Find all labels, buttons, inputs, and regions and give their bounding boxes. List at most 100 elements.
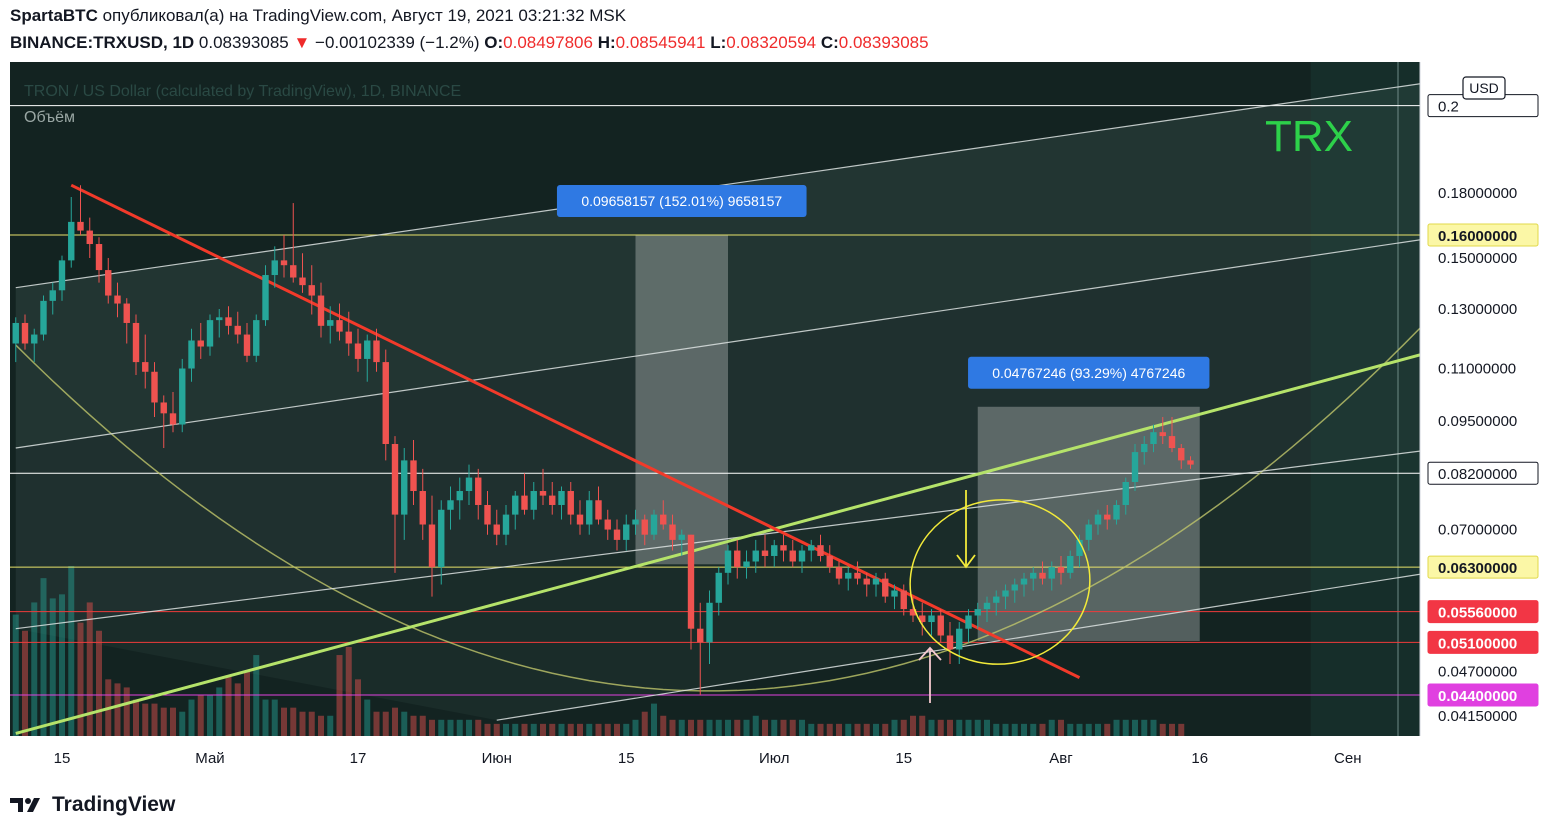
volume-bar	[947, 719, 953, 736]
price-chart[interactable]: 0.09658157 (152.01%) 9658157 0.04767246 (…	[10, 62, 1545, 778]
candle-body	[632, 519, 639, 525]
price-label-text: 0.06300000	[1438, 560, 1517, 577]
candle	[854, 561, 861, 585]
tradingview-logo[interactable]: TradingView	[10, 793, 175, 817]
volume-bar	[31, 602, 38, 736]
candle	[771, 539, 778, 568]
volume-bar	[68, 566, 75, 736]
volume-bar	[706, 719, 713, 736]
volume-bar	[1002, 723, 1009, 736]
volume-bar	[419, 715, 426, 736]
candle-body	[1085, 524, 1092, 540]
symbol-line: BINANCE:TRXUSD, 1D 0.08393085 ▼ −0.00102…	[10, 33, 929, 53]
candle-body	[206, 320, 214, 347]
candle-body	[521, 495, 528, 510]
volume-bar	[96, 630, 102, 736]
volume-bar	[817, 723, 824, 736]
price-axis[interactable]	[1420, 62, 1545, 778]
low-value: 0.08320594	[726, 33, 817, 52]
time-tick-label: Авг	[1049, 750, 1073, 767]
price-label: 0.05100000	[1427, 630, 1539, 654]
volume-bar	[22, 630, 28, 736]
currency-badge[interactable]: USD	[1462, 76, 1506, 100]
price-tick-label: 0.11000000	[1438, 361, 1516, 378]
price-tick-label: 0.15000000	[1438, 250, 1517, 267]
volume-bar	[530, 723, 537, 736]
volume-bar	[780, 719, 787, 736]
channel-line	[15, 434, 1545, 630]
candle	[946, 622, 954, 665]
candle-body	[502, 514, 510, 535]
volume-bar	[364, 699, 371, 736]
volume-bar	[179, 711, 186, 736]
candle	[419, 468, 426, 540]
candle	[197, 322, 204, 359]
candle-body	[243, 334, 251, 356]
candle-body	[576, 514, 584, 525]
candle	[234, 311, 241, 344]
price-tick-label: 0.13000000	[1438, 301, 1517, 318]
volume-bar	[281, 707, 287, 736]
candle-body	[447, 500, 454, 510]
candle	[345, 311, 352, 356]
candle-body	[327, 320, 334, 326]
candle	[789, 539, 796, 568]
time-tick-label: 16	[1191, 750, 1208, 767]
measure-label: 0.04767246 (93.29%) 4767246	[968, 356, 1210, 389]
volume-bar	[503, 723, 509, 736]
close-label: C:	[820, 33, 839, 52]
candle-body	[919, 615, 926, 623]
volume-bar	[290, 707, 297, 736]
candle	[179, 358, 186, 433]
candle	[1187, 456, 1194, 469]
candle-body	[280, 260, 288, 266]
candle-body	[169, 413, 177, 425]
volume-bar	[771, 719, 778, 736]
volume-bar	[604, 723, 611, 736]
currency-badge-label: USD	[1469, 80, 1499, 96]
candle-body	[188, 340, 195, 369]
price-label: 0.2	[1427, 94, 1539, 118]
volume-bar	[225, 675, 232, 736]
published-text: опубликовал(а) на TradingView.com, Авгус…	[97, 6, 627, 25]
candle-body	[225, 317, 232, 326]
candle-body	[1122, 481, 1129, 505]
candle-body	[262, 275, 269, 321]
candle	[1067, 550, 1074, 579]
candle	[983, 596, 991, 623]
volume-bar	[345, 646, 352, 736]
candle-body	[1150, 432, 1157, 445]
candle	[993, 590, 1000, 616]
candle	[956, 622, 963, 665]
candle-body	[95, 244, 103, 271]
volume-bar	[373, 711, 380, 736]
candle	[743, 550, 750, 579]
candle	[872, 572, 880, 597]
price-change: −0.00102339 (−1.2%)	[315, 33, 480, 52]
candle	[521, 473, 528, 515]
candle	[243, 322, 251, 363]
change-down-icon: ▼	[293, 33, 311, 52]
candle-body	[900, 590, 907, 610]
candle	[336, 303, 343, 341]
candle	[835, 561, 843, 585]
candle	[160, 395, 167, 449]
candle-body	[595, 500, 602, 520]
candle	[576, 500, 584, 535]
candle	[586, 491, 593, 535]
volume-bar	[1039, 723, 1046, 736]
price-axis-ticks: 0.18000000 0.15000000 0.13000000 0.11000000…	[1438, 185, 1517, 725]
candle	[225, 306, 232, 335]
time-tick-label: Июл	[759, 750, 789, 767]
candle	[650, 509, 658, 540]
time-axis[interactable]	[10, 736, 1420, 778]
volume-bar	[540, 723, 546, 736]
candle	[262, 265, 269, 326]
candle-body	[1178, 448, 1185, 461]
volume-bar	[891, 719, 898, 736]
volume-bar	[752, 715, 759, 736]
candle-body	[428, 524, 436, 568]
high-value: 0.08545941	[615, 33, 706, 52]
candle	[502, 504, 510, 546]
author-name[interactable]: SpartaBTC	[10, 6, 98, 25]
